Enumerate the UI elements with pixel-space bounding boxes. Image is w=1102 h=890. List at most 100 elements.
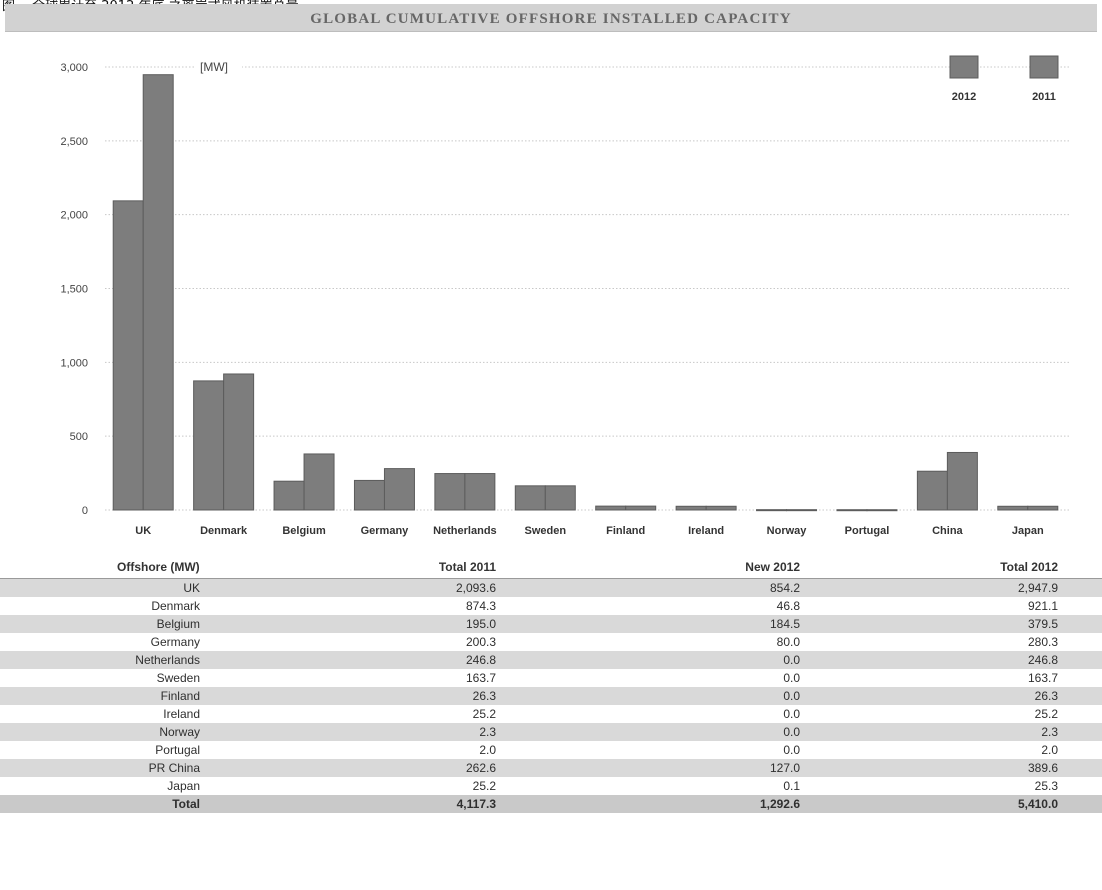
- row-total-2011: 874.3: [465, 599, 496, 613]
- row-country: Belgium: [156, 617, 200, 631]
- bar-2011: [434, 473, 466, 511]
- header-new-2012: New 2012: [745, 560, 800, 574]
- x-tick-label: Denmark: [200, 525, 248, 537]
- table-row: Portugal 2.0 0.0 2.0: [0, 741, 1102, 759]
- table-header-row: Offshore (MW) Total 2011 New 2012 Total …: [0, 556, 1102, 579]
- x-tick-label: Netherlands: [433, 525, 497, 537]
- row-total-2011: 2.3: [479, 725, 496, 739]
- bar-2012: [223, 373, 255, 511]
- bar-2011: [193, 380, 225, 511]
- y-tick-label: 1,000: [60, 357, 88, 369]
- row-total-2012: 25.2: [1034, 707, 1058, 721]
- bar-2012: [142, 74, 174, 511]
- y-tick-label: 1,500: [60, 284, 88, 296]
- row-total-2012: 280.3: [1027, 635, 1058, 649]
- row-new-2012: 80.0: [776, 635, 800, 649]
- legend-swatch: [1029, 55, 1059, 79]
- bar-chart: 0 500 1,000 1,500 2,000 2,500 3,000 [MW] UK Denma…: [60, 55, 1070, 537]
- bar-2012: [625, 505, 657, 511]
- row-total-2012: 2,947.9: [1017, 581, 1058, 595]
- row-country: Germany: [150, 635, 200, 649]
- bar-2011: [595, 505, 627, 511]
- y-tick-label: 3,000: [60, 62, 88, 74]
- row-new-2012: 0.0: [783, 671, 800, 685]
- y-tick-label: 2,500: [60, 136, 88, 148]
- row-country: Denmark: [151, 599, 200, 613]
- bar-2011: [916, 470, 948, 511]
- total-country: Total: [172, 797, 200, 811]
- bar-2011: [273, 480, 305, 511]
- bar-2011: [836, 509, 868, 512]
- row-total-2011: 26.3: [472, 689, 496, 703]
- bar-2011: [756, 509, 788, 512]
- row-country: Portugal: [155, 743, 200, 757]
- row-total-2012: 379.5: [1027, 617, 1058, 631]
- row-total-2012: 163.7: [1027, 671, 1058, 685]
- header-total-2011: Total 2011: [438, 560, 496, 574]
- row-total-2012: 2.3: [1041, 725, 1058, 739]
- bar-2012: [383, 468, 415, 511]
- table-row: Ireland 25.2 0.0 25.2: [0, 705, 1102, 723]
- bar-2012: [946, 451, 978, 511]
- row-total-2011: 246.8: [465, 653, 496, 667]
- row-country: PR China: [148, 761, 200, 775]
- x-tick-label: Portugal: [845, 525, 890, 537]
- row-country: Netherlands: [135, 653, 200, 667]
- total-new-2012: 1,292.6: [759, 797, 800, 811]
- x-tick-label: Germany: [361, 525, 410, 537]
- row-new-2012: 0.0: [783, 725, 800, 739]
- row-total-2011: 262.6: [465, 761, 496, 775]
- table-row: Belgium 195.0 184.5 379.5: [0, 615, 1102, 633]
- chart-title: GLOBAL CUMULATIVE OFFSHORE INSTALLED CAP…: [310, 11, 792, 27]
- x-tick-label: UK: [135, 525, 151, 537]
- bar-2012: [1027, 505, 1059, 511]
- row-new-2012: 0.1: [783, 779, 800, 793]
- bar-2011: [675, 505, 707, 511]
- header-country: Offshore (MW): [117, 560, 200, 574]
- x-tick-label: Sweden: [525, 525, 567, 537]
- table-row: Sweden 163.7 0.0 163.7: [0, 669, 1102, 687]
- row-total-2011: 2.0: [479, 743, 496, 757]
- unit-label: [MW]: [200, 60, 228, 74]
- bar-2011: [514, 485, 546, 511]
- bar-2012: [705, 505, 737, 511]
- table-row: Germany 200.3 80.0 280.3: [0, 633, 1102, 651]
- row-total-2012: 25.3: [1034, 779, 1058, 793]
- x-tick-label: Finland: [606, 525, 645, 537]
- row-total-2011: 163.7: [465, 671, 496, 685]
- row-total-2011: 25.2: [472, 779, 496, 793]
- bar-2011: [353, 479, 385, 511]
- row-new-2012: 184.5: [769, 617, 800, 631]
- row-new-2012: 127.0: [769, 761, 800, 775]
- bar-2011: [112, 200, 144, 511]
- row-country: Ireland: [163, 707, 200, 721]
- row-country: Japan: [167, 779, 200, 793]
- row-new-2012: 0.0: [783, 707, 800, 721]
- row-total-2011: 195.0: [465, 617, 496, 631]
- legend-label: 2011: [1032, 91, 1056, 103]
- row-country: Finland: [160, 689, 200, 703]
- bar-2012: [464, 473, 496, 511]
- capacity-table: Offshore (MW) Total 2011 New 2012 Total …: [0, 556, 1102, 813]
- x-tick-label: Norway: [767, 525, 808, 537]
- row-new-2012: 46.8: [776, 599, 800, 613]
- x-tick-label: Ireland: [688, 525, 724, 537]
- row-new-2012: 0.0: [783, 689, 800, 703]
- row-total-2012: 2.0: [1041, 743, 1058, 757]
- bar-2012: [544, 485, 576, 511]
- row-total-2012: 26.3: [1034, 689, 1058, 703]
- table-row: PR China 262.6 127.0 389.6: [0, 759, 1102, 777]
- x-tick-label: Japan: [1012, 525, 1044, 537]
- x-tick-label: Belgium: [282, 525, 326, 537]
- row-total-2011: 2,093.6: [455, 581, 496, 595]
- legend-label: 2012: [952, 91, 976, 103]
- row-new-2012: 0.0: [783, 653, 800, 667]
- bar-2012: [866, 509, 898, 512]
- bar-2012: [786, 509, 818, 512]
- bar-2012: [303, 453, 335, 511]
- table-row: Finland 26.3 0.0 26.3: [0, 687, 1102, 705]
- row-total-2012: 246.8: [1027, 653, 1058, 667]
- row-new-2012: 0.0: [783, 743, 800, 757]
- row-country: Sweden: [156, 671, 200, 685]
- table-row: Denmark 874.3 46.8 921.1: [0, 597, 1102, 615]
